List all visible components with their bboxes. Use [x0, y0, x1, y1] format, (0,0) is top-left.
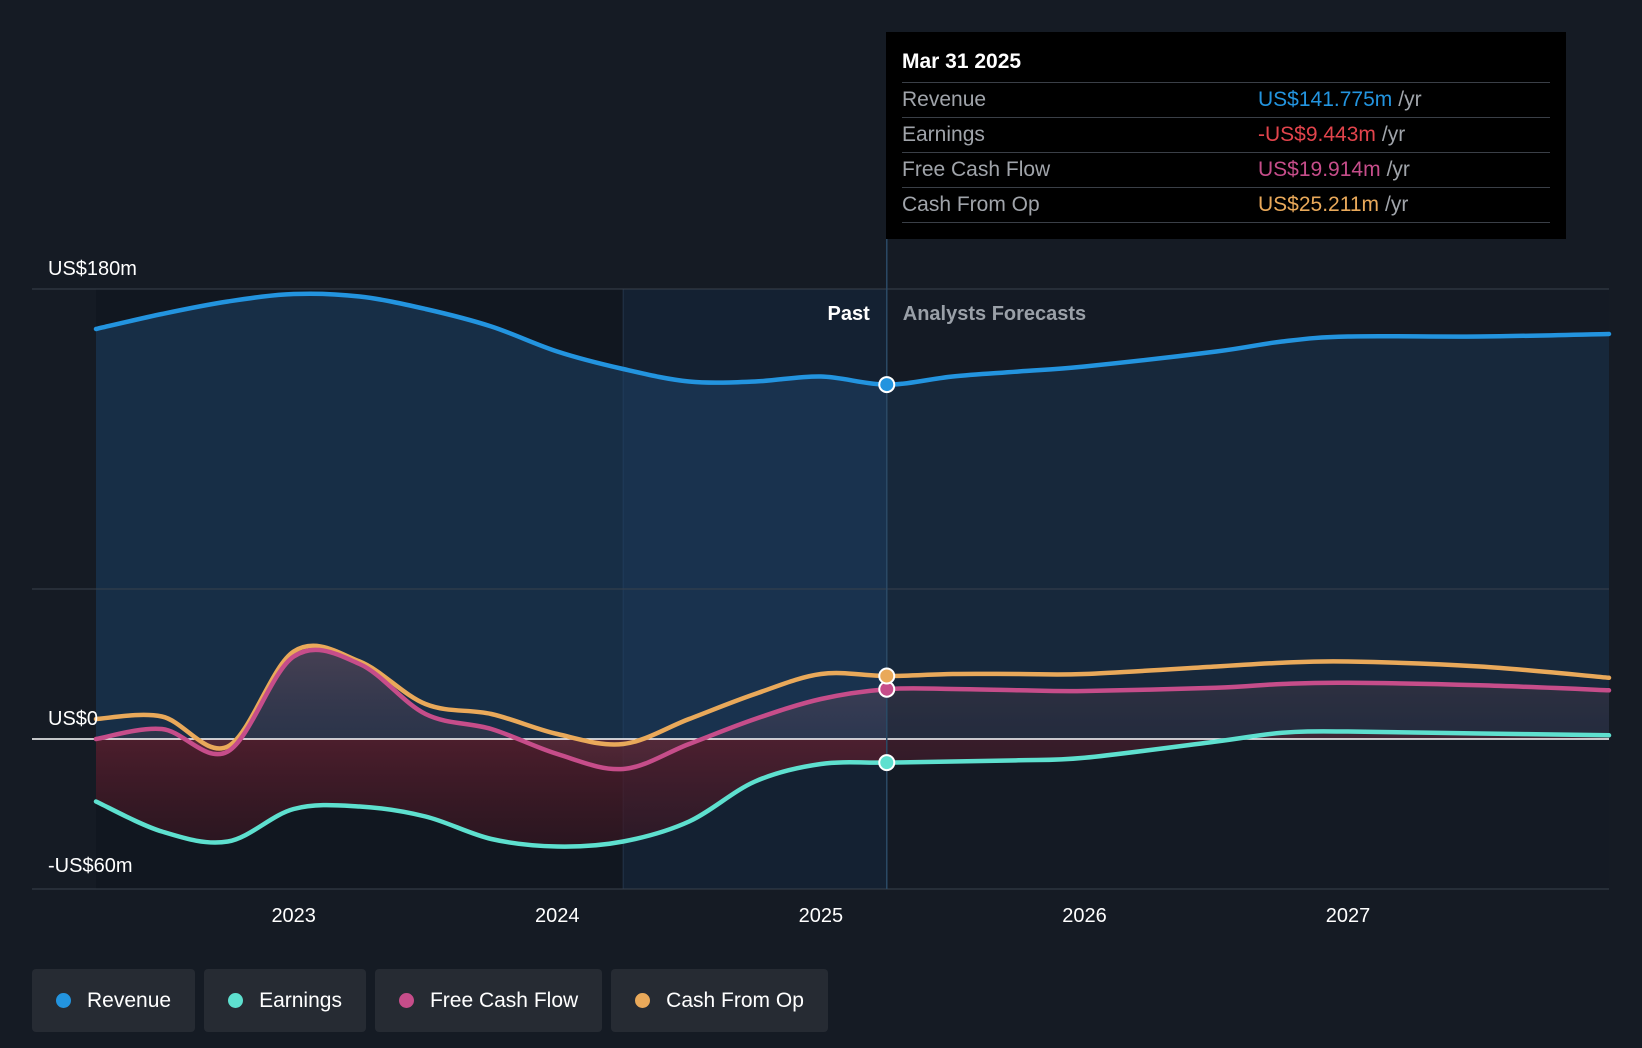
- earnings-marker: [878, 754, 896, 772]
- x-axis-tick-label: 2027: [1326, 905, 1371, 927]
- legend-label: Free Cash Flow: [429, 988, 579, 1012]
- tooltip-row-cash-from-op: Cash From Op US$25.211m/yr: [902, 188, 1550, 223]
- legend-item-earnings[interactable]: Earnings: [204, 969, 366, 1032]
- tooltip-row-revenue: Revenue US$141.775m/yr: [902, 83, 1550, 118]
- free-cash-flow-line: [93, 647, 1612, 772]
- legend-item-revenue[interactable]: Revenue: [32, 969, 196, 1032]
- tooltip-label: Revenue: [902, 88, 987, 111]
- x-axis-tick-label: 2026: [1062, 905, 1107, 927]
- y-axis-label: US$0: [48, 708, 98, 730]
- cash-from-op-dot-icon: [635, 993, 651, 1008]
- revenue-dot-icon: [56, 993, 71, 1008]
- cash-from-op-marker: [878, 667, 896, 685]
- earnings-line: [93, 729, 1612, 849]
- cash-from-op-line: [93, 643, 1612, 751]
- free-cash-flow-area: [96, 649, 1609, 770]
- x-axis-tick-label: 2025: [799, 905, 844, 927]
- tooltip-label: Cash From Op: [902, 193, 1040, 216]
- tooltip-label: Earnings: [902, 123, 985, 146]
- legend: Revenue Earnings Free Cash Flow Cash Fro…: [32, 969, 828, 1032]
- tooltip-unit: /yr: [1381, 123, 1406, 146]
- tooltip-label: Free Cash Flow: [902, 158, 1051, 181]
- y-axis-label: US$180m: [48, 258, 137, 280]
- tooltip-value: US$19.914m: [1258, 158, 1381, 181]
- tooltip: Mar 31 2025 Revenue US$141.775m/yr Earni…: [886, 32, 1566, 239]
- tooltip-unit: /yr: [1385, 193, 1409, 216]
- tooltip-value: US$25.211m: [1258, 193, 1380, 216]
- tooltip-row-earnings: Earnings -US$9.443m/yr: [902, 118, 1550, 153]
- legend-label: Cash From Op: [666, 988, 804, 1012]
- free-cash-flow-dot-icon: [398, 993, 414, 1008]
- analysts-forecasts-label: Analysts Forecasts: [903, 303, 1086, 325]
- tooltip-unit: /yr: [1398, 88, 1422, 111]
- x-axis-tick-label: 2024: [535, 905, 580, 927]
- legend-label: Revenue: [87, 988, 172, 1012]
- earnings-dot-icon: [228, 993, 244, 1008]
- legend-label: Earnings: [259, 988, 342, 1012]
- legend-item-cash-from-op[interactable]: Cash From Op: [611, 969, 828, 1032]
- earnings-area: [96, 731, 1609, 847]
- revenue-line: [93, 291, 1612, 387]
- tooltip-value: US$141.775m: [1258, 88, 1393, 111]
- revenue-area: [96, 293, 1609, 739]
- legend-item-free-cash-flow[interactable]: Free Cash Flow: [374, 969, 603, 1032]
- tooltip-date: Mar 31 2025: [902, 48, 1550, 83]
- revenue-marker: [878, 376, 896, 394]
- tooltip-value: -US$9.443m: [1258, 123, 1376, 146]
- past-label: Past: [828, 303, 871, 325]
- tooltip-unit: /yr: [1386, 158, 1410, 181]
- tooltip-row-free-cash-flow: Free Cash Flow US$19.914m/yr: [902, 153, 1550, 188]
- x-axis-tick-label: 2023: [271, 905, 316, 927]
- y-axis-label: -US$60m: [48, 855, 132, 877]
